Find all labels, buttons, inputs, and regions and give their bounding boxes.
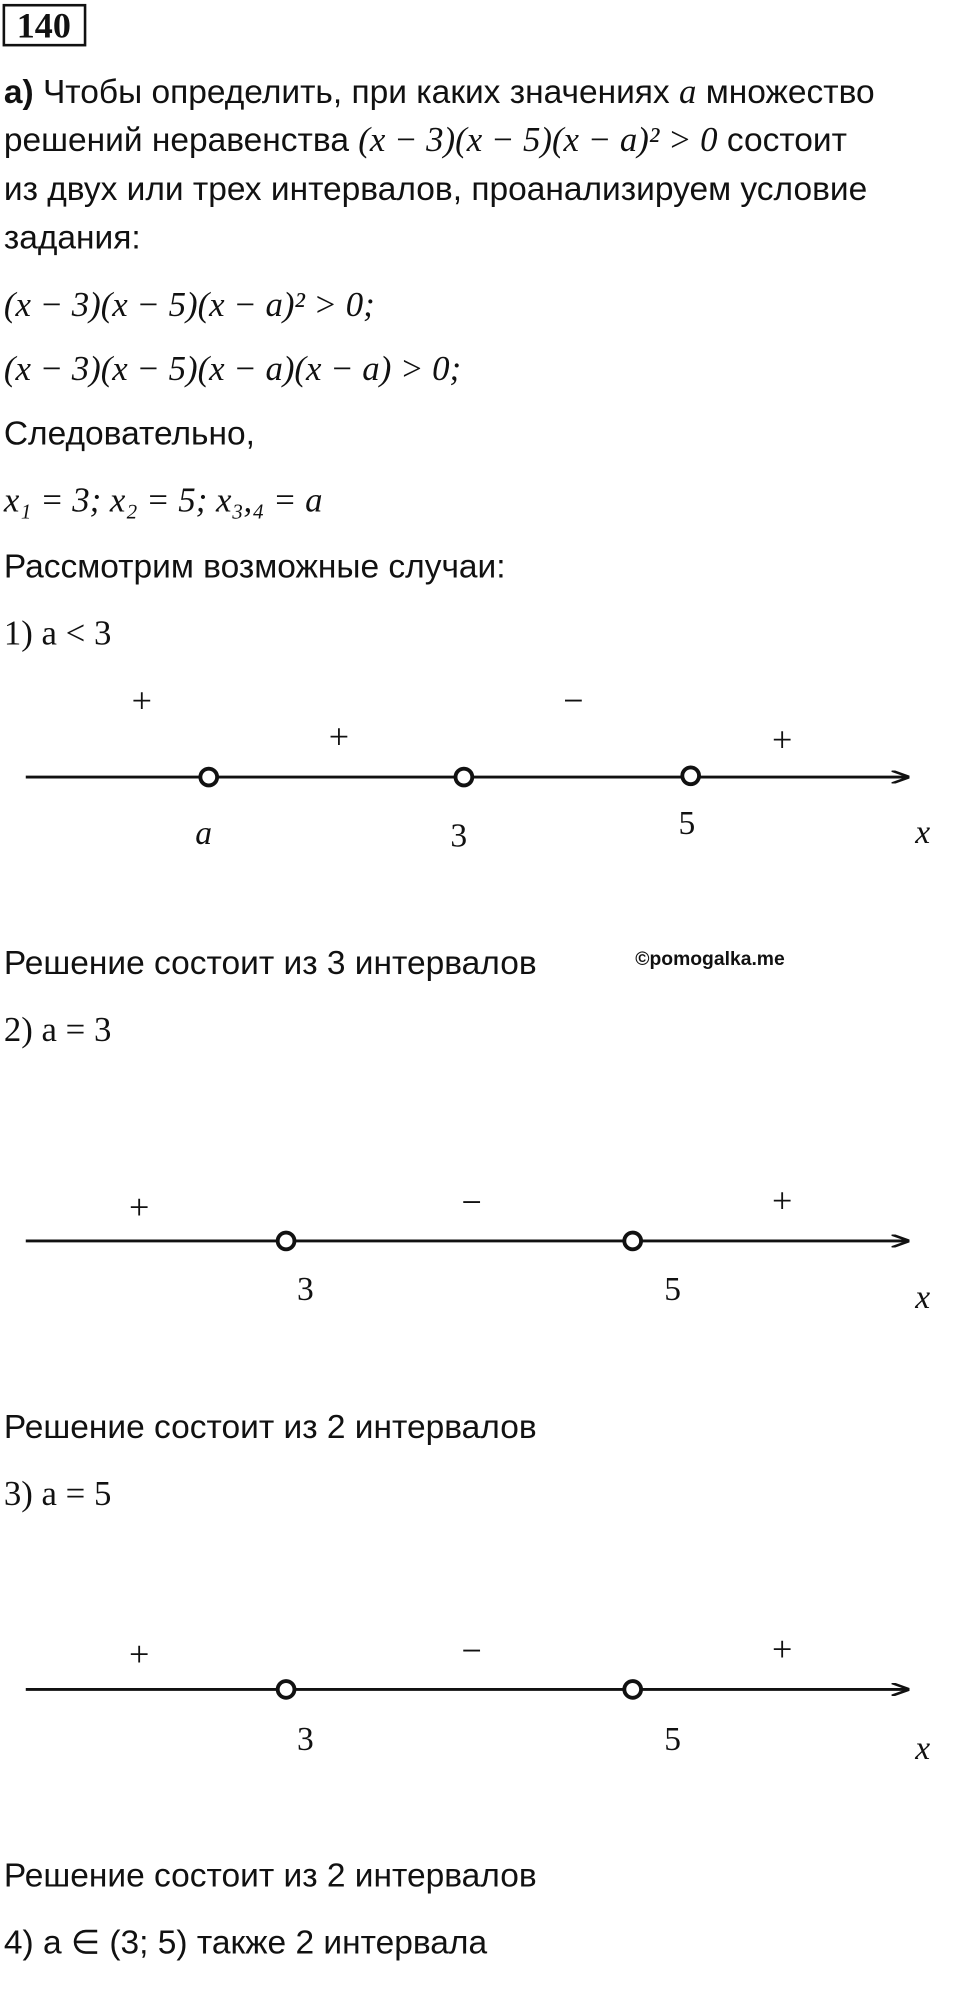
- intro-line: а) Чтобы определить, при каких значениях…: [4, 72, 875, 111]
- open-point: [622, 1230, 644, 1252]
- sign: −: [461, 1182, 481, 1222]
- text: множество: [706, 74, 875, 111]
- text: из двух или трех интервалов, проанализир…: [4, 171, 867, 208]
- open-point: [453, 766, 475, 788]
- sign: −: [461, 1630, 481, 1670]
- sign: +: [329, 717, 349, 757]
- axis-label: x: [914, 1279, 930, 1316]
- sign: +: [772, 1629, 792, 1669]
- open-point: [680, 765, 701, 787]
- point-label: 5: [664, 1271, 681, 1308]
- open-point: [275, 1230, 297, 1252]
- watermark: ©pomogalka.me: [635, 949, 785, 970]
- intro-line: задания:: [4, 220, 141, 257]
- case-title: 2) a = 3: [4, 1010, 112, 1049]
- text: Чтобы определить, при каких значениях: [43, 74, 670, 111]
- number-box: [2, 3, 87, 47]
- case-title: 1) a < 3: [4, 613, 112, 652]
- result: Решение состоит из 2 интервалов: [4, 1409, 537, 1446]
- point-label: 3: [450, 818, 467, 855]
- open-point: [622, 1679, 644, 1700]
- sign: +: [772, 1181, 792, 1221]
- sign: +: [772, 719, 792, 759]
- text: состоит: [727, 122, 847, 159]
- point-label: 5: [664, 1721, 681, 1758]
- intro-line: из двух или трех интервалов, проанализир…: [4, 171, 867, 208]
- result: Решение состоит из 2 интервалов: [4, 1858, 537, 1895]
- point-label: a: [195, 815, 212, 852]
- equation: (x − 3)(x − 5)(x − a)² > 0;: [4, 285, 375, 324]
- final-case: 4) a ∈ (3; 5) также 2 интервала: [4, 1925, 488, 1962]
- open-point: [275, 1679, 297, 1700]
- sign: +: [132, 681, 152, 721]
- result: Решение состоит из 3 интервалов: [4, 945, 537, 982]
- text: решений неравенства: [4, 122, 349, 159]
- open-point: [198, 766, 220, 788]
- point-label: 5: [678, 805, 695, 842]
- axis-label: x: [914, 814, 930, 851]
- intro-line: решений неравенства (x − 3)(x − 5)(x − a…: [4, 120, 847, 159]
- text: задания:: [4, 220, 141, 257]
- part-label: а): [4, 74, 34, 111]
- axis-label: x: [914, 1730, 930, 1767]
- sign: −: [563, 681, 583, 721]
- case-title: 3) a = 5: [4, 1474, 112, 1513]
- text: Следовательно,: [4, 416, 255, 453]
- roots: x₁ = 3; x₂ = 5; x₃,₄ = a: [3, 481, 323, 520]
- point-label: 3: [297, 1271, 314, 1308]
- point-label: 3: [297, 1721, 314, 1758]
- sign: +: [129, 1634, 149, 1674]
- sign: +: [129, 1187, 149, 1227]
- problem-number: 140: [17, 5, 71, 45]
- equation: (x − 3)(x − 5)(x − a)(x − a) > 0;: [4, 349, 461, 388]
- math: (x − 3)(x − 5)(x − a)² > 0: [358, 120, 717, 159]
- math: a: [679, 72, 696, 111]
- text: Рассмотрим возможные случаи:: [4, 548, 506, 585]
